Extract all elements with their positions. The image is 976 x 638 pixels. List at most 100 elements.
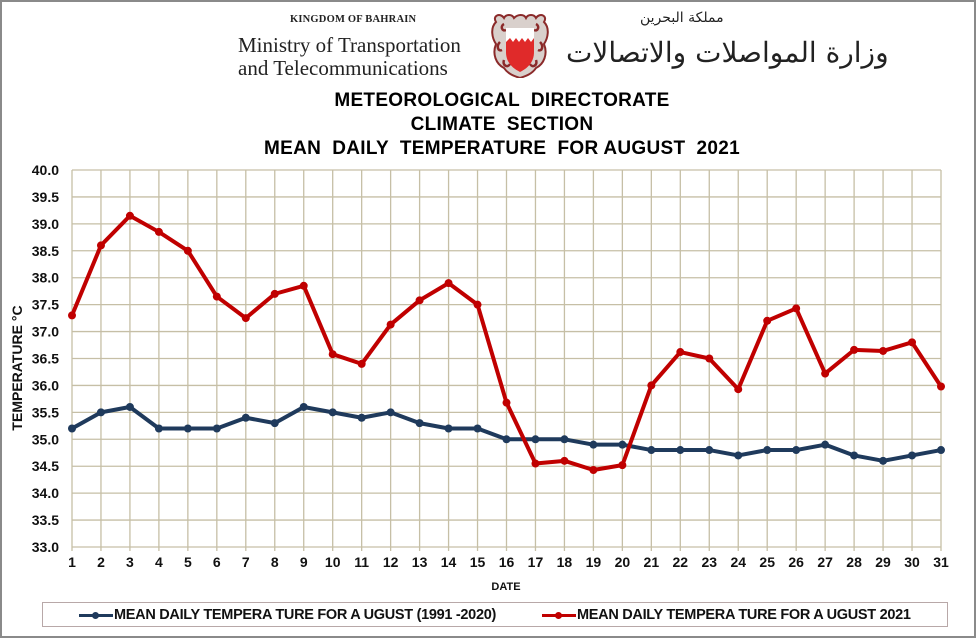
data-point bbox=[589, 465, 598, 474]
data-point bbox=[444, 279, 453, 288]
data-point bbox=[589, 440, 598, 449]
x-tick-label: 29 bbox=[875, 554, 891, 570]
x-tick-label: 13 bbox=[412, 554, 428, 570]
data-point bbox=[531, 435, 540, 444]
x-tick-label: 16 bbox=[499, 554, 515, 570]
legend-label-2021: MEAN DAILY TEMPERA TURE FOR A UGUST 2021 bbox=[577, 606, 911, 623]
data-point bbox=[299, 402, 308, 411]
data-point bbox=[357, 413, 366, 422]
x-tick-label: 26 bbox=[788, 554, 804, 570]
x-tick-label: 22 bbox=[673, 554, 689, 570]
ministry-name-ar: وزارة المواصلات والاتصالات bbox=[566, 36, 889, 69]
data-point bbox=[212, 292, 221, 301]
x-axis-ticks: 1 2 3 4 5 6 7 8 9 10 11 12 13 14 15 16 17 18 19 20 21 22 23 24 2… bbox=[68, 554, 949, 570]
data-point bbox=[241, 314, 250, 323]
data-point bbox=[386, 320, 395, 329]
data-point bbox=[734, 451, 743, 460]
data-point bbox=[473, 300, 482, 309]
ministry-name-en-line2: and Telecommunications bbox=[238, 56, 448, 80]
x-tick-label: 24 bbox=[730, 554, 746, 570]
chart-title-line3: MEAN DAILY TEMPERATURE FOR AUGUST 2021 bbox=[263, 138, 741, 159]
series-2021 bbox=[68, 211, 945, 474]
data-point bbox=[821, 440, 830, 449]
data-point bbox=[96, 408, 105, 417]
x-tick-label: 3 bbox=[126, 554, 134, 570]
y-tick-label: 33.5 bbox=[32, 512, 59, 528]
ministry-name-en: Ministry of Transportation and Telecommu… bbox=[238, 34, 461, 80]
data-point bbox=[241, 413, 250, 422]
x-tick-label: 30 bbox=[904, 554, 920, 570]
data-point bbox=[705, 354, 714, 363]
data-point bbox=[68, 424, 76, 433]
data-point bbox=[531, 459, 540, 468]
y-tick-label: 33.0 bbox=[32, 539, 59, 555]
data-point bbox=[937, 446, 945, 455]
x-tick-label: 10 bbox=[325, 554, 341, 570]
series-group bbox=[68, 211, 945, 474]
data-point bbox=[328, 408, 337, 417]
y-tick-label: 38.5 bbox=[32, 243, 59, 259]
x-tick-label: 6 bbox=[213, 554, 221, 570]
y-tick-label: 35.5 bbox=[32, 404, 59, 420]
data-point bbox=[647, 446, 656, 455]
legend: MEAN DAILY TEMPERA TURE FOR A UGUST (199… bbox=[42, 602, 948, 627]
x-tick-label: 27 bbox=[817, 554, 833, 570]
data-point bbox=[821, 369, 830, 378]
data-point bbox=[908, 338, 917, 347]
data-point bbox=[676, 348, 685, 357]
data-point bbox=[270, 289, 279, 298]
y-tick-label: 34.5 bbox=[32, 458, 59, 474]
x-tick-label: 5 bbox=[184, 554, 192, 570]
data-point bbox=[908, 451, 917, 460]
header: KINGDOM OF BAHRAIN Ministry of Transport… bbox=[0, 0, 976, 88]
data-point bbox=[763, 316, 772, 325]
chart-title: METEOROLOGICAL DIRECTORATE CLIMATE SECTI… bbox=[0, 89, 976, 161]
data-point bbox=[68, 311, 76, 320]
x-tick-label: 31 bbox=[933, 554, 949, 570]
x-tick-label: 21 bbox=[644, 554, 660, 570]
x-tick-label: 7 bbox=[242, 554, 250, 570]
x-tick-label: 4 bbox=[155, 554, 163, 570]
x-tick-label: 11 bbox=[354, 554, 369, 570]
kingdom-name-en: KINGDOM OF BAHRAIN bbox=[290, 14, 417, 25]
data-point bbox=[502, 435, 511, 444]
data-point bbox=[386, 408, 395, 417]
y-tick-label: 36.5 bbox=[32, 351, 59, 367]
data-point bbox=[792, 446, 801, 455]
legend-swatch-baseline-icon bbox=[79, 609, 113, 621]
data-point bbox=[125, 402, 134, 411]
data-point bbox=[444, 424, 453, 433]
data-point bbox=[357, 359, 366, 368]
x-tick-label: 1 bbox=[68, 554, 76, 570]
data-point bbox=[618, 440, 627, 449]
bahrain-coat-of-arms-icon bbox=[491, 14, 549, 78]
data-point bbox=[502, 398, 511, 407]
x-tick-label: 23 bbox=[701, 554, 717, 570]
y-tick-label: 35.0 bbox=[32, 431, 59, 447]
y-tick-label: 40.0 bbox=[32, 162, 59, 178]
data-point bbox=[879, 456, 888, 465]
x-tick-label: 20 bbox=[615, 554, 631, 570]
chart-title-line1: METEOROLOGICAL DIRECTORATE bbox=[334, 90, 670, 111]
data-point bbox=[734, 385, 743, 394]
x-tick-label: 9 bbox=[300, 554, 308, 570]
x-tick-label: 14 bbox=[441, 554, 457, 570]
data-point bbox=[183, 246, 192, 255]
data-point bbox=[850, 451, 859, 460]
data-point bbox=[212, 424, 221, 433]
data-point bbox=[154, 227, 163, 236]
x-tick-label: 18 bbox=[557, 554, 573, 570]
series-baseline bbox=[68, 402, 945, 465]
y-tick-label: 37.0 bbox=[32, 324, 59, 340]
x-tick-label: 19 bbox=[586, 554, 602, 570]
data-point bbox=[125, 211, 134, 220]
x-tick-label: 28 bbox=[846, 554, 862, 570]
x-tick-label: 17 bbox=[528, 554, 544, 570]
kingdom-name-ar: مملكة البحرين bbox=[640, 10, 724, 26]
data-point bbox=[473, 424, 482, 433]
data-point bbox=[937, 382, 945, 391]
legend-item-2021: MEAN DAILY TEMPERA TURE FOR A UGUST 2021 bbox=[542, 603, 911, 626]
data-point bbox=[879, 346, 888, 355]
